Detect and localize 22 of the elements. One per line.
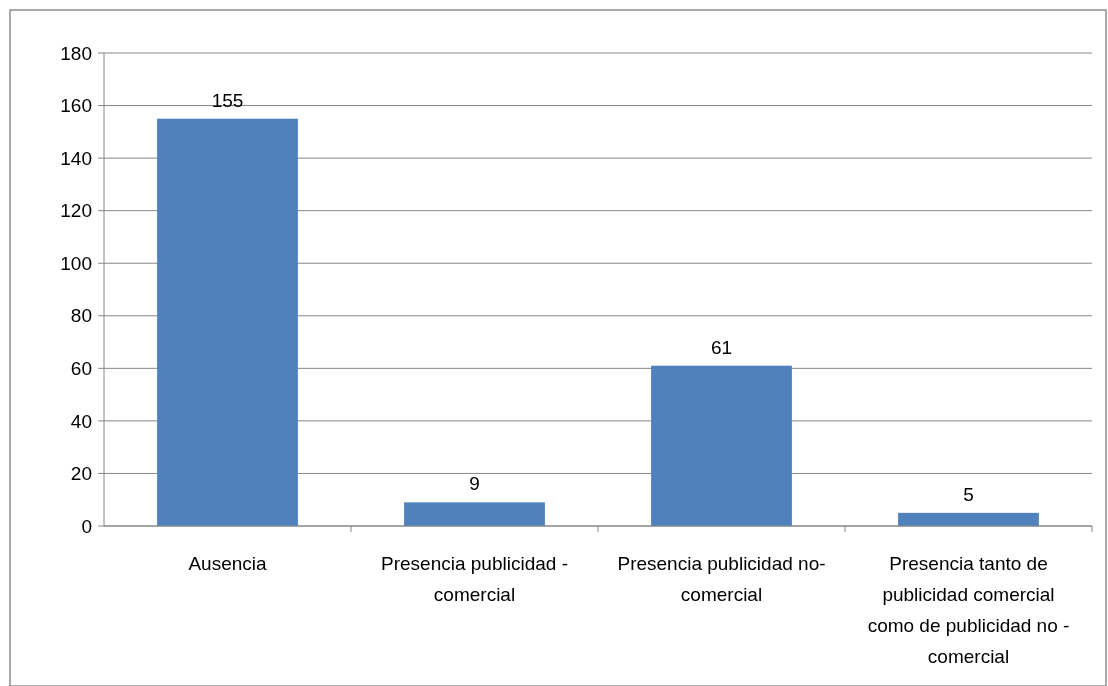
data-label: 155 <box>211 89 244 111</box>
bar <box>404 502 545 526</box>
data-label: 9 <box>469 473 480 495</box>
y-tick-label: 40 <box>70 410 92 432</box>
x-tick-label: Ausencia <box>188 553 268 574</box>
x-tick-label: Presencia publicidad - comercial <box>381 553 568 605</box>
data-label: 5 <box>963 483 974 505</box>
bar <box>651 365 792 526</box>
y-tick-label: 0 <box>81 515 92 537</box>
y-tick-label: 60 <box>70 357 92 379</box>
y-tick-label: 80 <box>70 305 92 327</box>
bar <box>157 118 298 526</box>
y-tick-label: 20 <box>70 463 92 485</box>
y-tick-label: 120 <box>60 200 92 222</box>
y-tick-label: 140 <box>60 147 92 169</box>
data-label: 61 <box>710 336 733 358</box>
bar <box>898 512 1039 526</box>
y-tick-label: 180 <box>60 42 92 64</box>
y-tick-label: 160 <box>60 95 92 117</box>
x-tick-label: Presencia publicidad no- comercial <box>617 553 826 605</box>
x-tick-label: Presencia tanto de publicidad comercial como de publicidad no - comercial <box>867 553 1070 667</box>
y-tick-label: 100 <box>60 252 92 274</box>
